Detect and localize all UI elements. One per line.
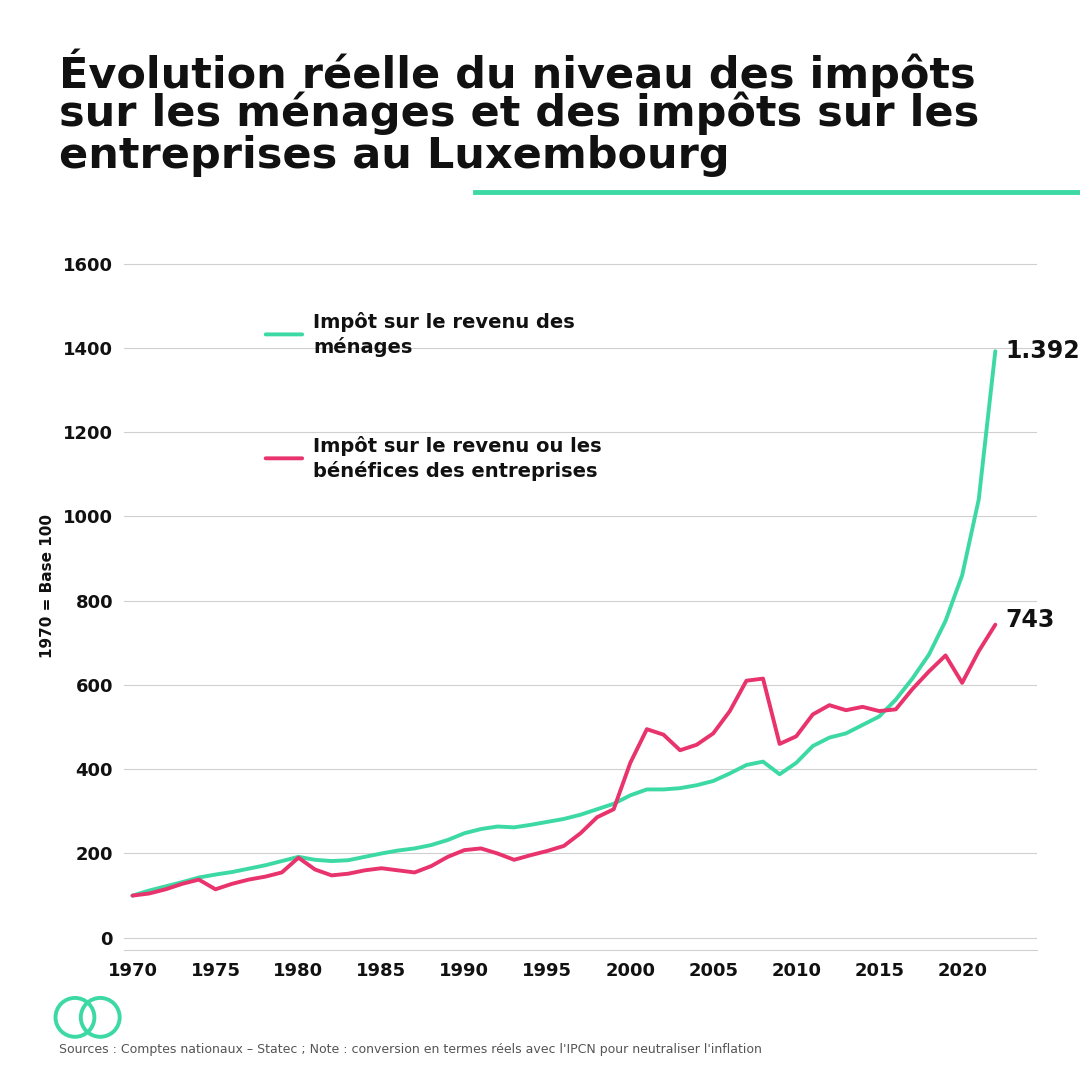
Text: Sources : Comptes nationaux – Statec ; Note : conversion en termes réels avec l': Sources : Comptes nationaux – Statec ; N…	[59, 1043, 762, 1056]
Text: sur les ménages et des impôts sur les: sur les ménages et des impôts sur les	[59, 92, 980, 135]
Y-axis label: 1970 = Base 100: 1970 = Base 100	[40, 514, 55, 658]
Text: 1.392: 1.392	[1005, 339, 1080, 363]
Text: Impôt sur le revenu des
ménages: Impôt sur le revenu des ménages	[313, 312, 575, 357]
Text: Évolution réelle du niveau des impôts: Évolution réelle du niveau des impôts	[59, 49, 976, 97]
Text: Impôt sur le revenu ou les
bénéfices des entreprises: Impôt sur le revenu ou les bénéfices des…	[313, 435, 602, 481]
Text: entreprises au Luxembourg: entreprises au Luxembourg	[59, 135, 730, 177]
Text: 743: 743	[1005, 608, 1055, 632]
